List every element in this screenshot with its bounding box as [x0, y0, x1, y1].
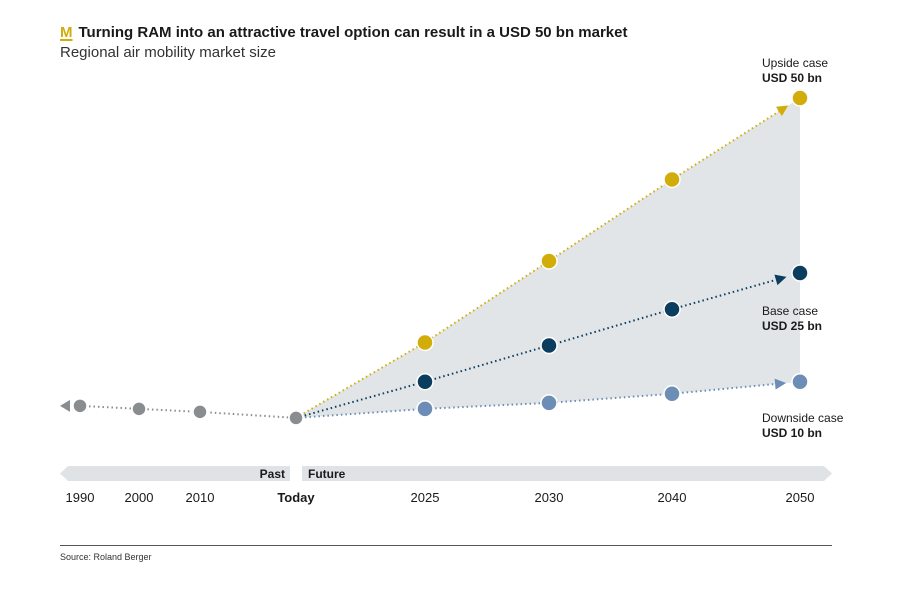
past-point: [192, 404, 208, 420]
x-tick-label: 2000: [125, 490, 154, 505]
x-tick-label: 2030: [535, 490, 564, 505]
past-point: [72, 398, 88, 414]
today-point: [288, 410, 304, 426]
x-tick-label: 2050: [786, 490, 815, 505]
upside-case-value-label: USD 50 bn: [762, 71, 822, 85]
base-case-arrow-head: [774, 274, 787, 286]
future-timeline-bar: [302, 466, 832, 481]
x-tick-label: 1990: [66, 490, 95, 505]
x-tick-label: 2040: [658, 490, 687, 505]
past-label: Past: [260, 467, 285, 481]
title-row: M Turning RAM into an attractive travel …: [60, 24, 628, 41]
base-case-point: [416, 372, 434, 391]
downside-case-arrow-head: [774, 378, 787, 390]
downside-case-label: Downside case: [762, 411, 844, 425]
downside-case-point: [416, 400, 434, 418]
x-tick-label: 2025: [411, 490, 440, 505]
downside-case-point: [540, 394, 558, 412]
chart-subtitle: Regional air mobility market size: [60, 44, 276, 61]
base-case-label: Base case: [762, 304, 818, 318]
past-timeline-bar: [60, 466, 290, 481]
base-case-value-label: USD 25 bn: [762, 319, 822, 333]
upside-case-point: [540, 252, 558, 270]
x-tick-label: 2010: [186, 490, 215, 505]
upside-case-label: Upside case: [762, 56, 828, 70]
upside-case-point: [791, 89, 809, 107]
base-case-point: [663, 300, 681, 319]
past-point: [131, 401, 147, 417]
chart-title: Turning RAM into an attractive travel op…: [78, 24, 628, 41]
chart-header: M Turning RAM into an attractive travel …: [60, 24, 628, 61]
future-label: Future: [308, 467, 346, 481]
upside-case-point: [663, 170, 681, 189]
base-case-point: [791, 264, 809, 282]
downside-case-point: [791, 372, 809, 391]
downside-case-value-label: USD 10 bn: [762, 426, 822, 440]
source-divider: [60, 545, 832, 546]
x-tick-label: Today: [277, 490, 315, 505]
brand-logo: M: [60, 24, 73, 41]
upside-case-arrow-head: [775, 105, 789, 117]
scenario-range-band: [296, 98, 800, 418]
past-arrow-head: [60, 399, 70, 412]
past-trend-line: [79, 404, 297, 419]
downside-case-point: [663, 385, 681, 403]
base-case-point: [540, 336, 558, 355]
source-note: Source: Roland Berger: [60, 552, 152, 562]
upside-case-point: [416, 333, 434, 352]
